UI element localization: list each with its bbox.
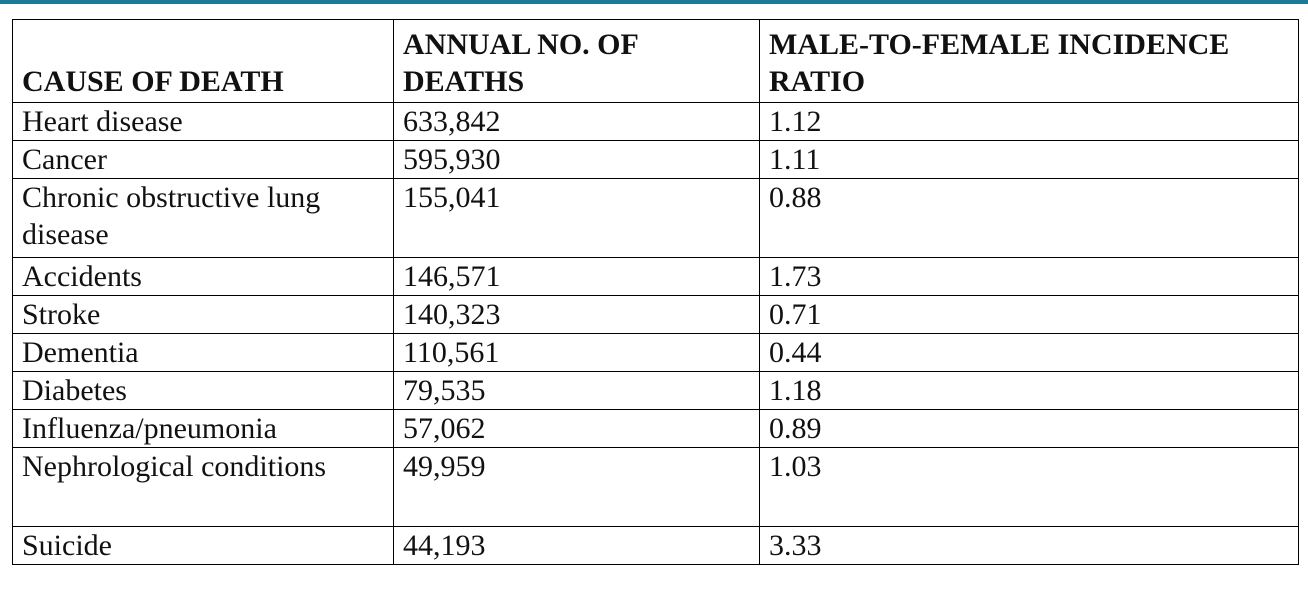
ratio-cell: 3.33 [759,526,1299,565]
table-row: Chronic obstructive lung disease 155,041… [12,178,1299,258]
ratio-cell: 0.71 [759,295,1299,334]
ratio-cell: 1.18 [759,371,1299,410]
table-row: Influenza/pneumonia 57,062 0.89 [12,409,1299,448]
cause-cell: Heart disease [12,102,394,141]
table-row: Suicide 44,193 3.33 [12,526,1299,565]
ratio-cell: 0.88 [759,178,1299,258]
deaths-cell: 44,193 [393,526,760,565]
deaths-cell: 140,323 [393,295,760,334]
causes-of-death-table: CAUSE OF DEATH ANNUAL NO. OF DEATHS MALE… [12,19,1299,565]
cause-cell: Influenza/pneumonia [12,409,394,448]
cause-cell: Diabetes [12,371,394,410]
cause-cell: Suicide [12,526,394,565]
deaths-cell: 595,930 [393,140,760,179]
cause-cell: Dementia [12,333,394,372]
cause-cell: Accidents [12,257,394,296]
table-row: Diabetes 79,535 1.18 [12,371,1299,410]
ratio-cell: 1.73 [759,257,1299,296]
ratio-cell: 1.12 [759,102,1299,141]
table-row: Accidents 146,571 1.73 [12,257,1299,296]
header-cause-of-death: CAUSE OF DEATH [12,19,394,103]
cause-cell: Stroke [12,295,394,334]
table-row: Heart disease 633,842 1.12 [12,102,1299,141]
deaths-cell: 79,535 [393,371,760,410]
deaths-cell: 146,571 [393,257,760,296]
table-row: Dementia 110,561 0.44 [12,333,1299,372]
ratio-cell: 1.03 [759,447,1299,527]
deaths-cell: 49,959 [393,447,760,527]
table-row: Nephrological conditions 49,959 1.03 [12,447,1299,527]
header-annual-deaths: ANNUAL NO. OF DEATHS [393,19,760,103]
ratio-cell: 0.89 [759,409,1299,448]
ratio-cell: 0.44 [759,333,1299,372]
table-row: Cancer 595,930 1.11 [12,140,1299,179]
deaths-cell: 155,041 [393,178,760,258]
deaths-cell: 57,062 [393,409,760,448]
deaths-cell: 633,842 [393,102,760,141]
cause-cell: Nephrological conditions [12,447,394,527]
cause-cell: Chronic obstructive lung disease [12,178,394,258]
top-accent-rule [0,0,1308,4]
ratio-cell: 1.11 [759,140,1299,179]
deaths-cell: 110,561 [393,333,760,372]
header-row: CAUSE OF DEATH ANNUAL NO. OF DEATHS MALE… [12,19,1299,103]
cause-cell: Cancer [12,140,394,179]
header-male-female-ratio: MALE-TO-FEMALE INCIDENCE RATIO [759,19,1299,103]
table-row: Stroke 140,323 0.71 [12,295,1299,334]
